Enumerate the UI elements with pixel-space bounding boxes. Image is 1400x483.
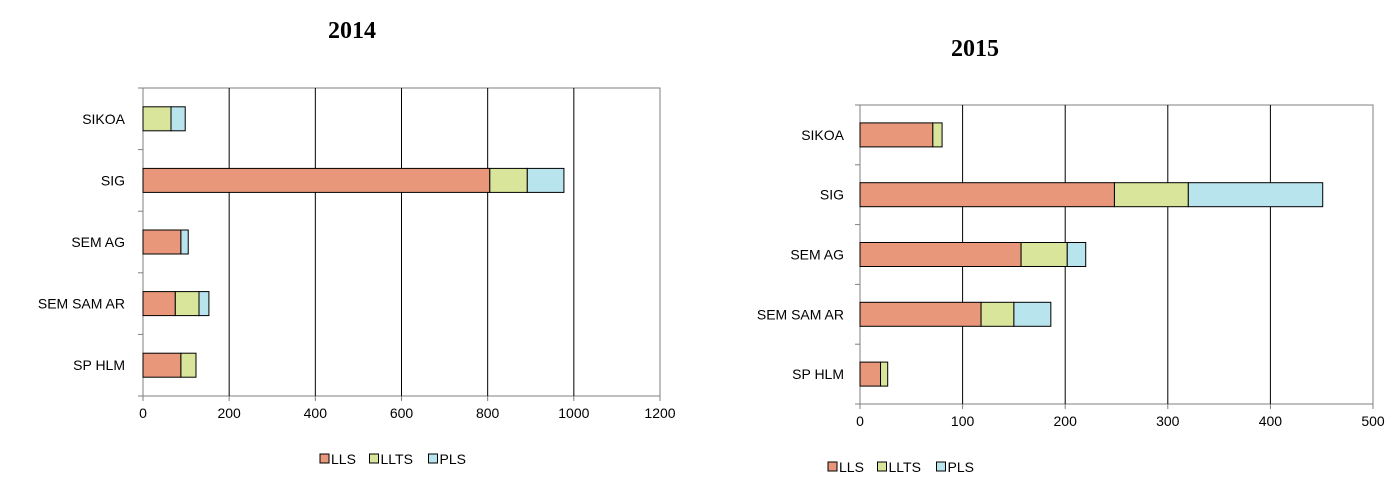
bar-llts [980, 301, 1015, 327]
bar-pls [180, 229, 189, 255]
bar-pls [1066, 242, 1087, 267]
category-label: SP HLM [792, 366, 844, 382]
chart-title: 2015 [951, 36, 999, 62]
legend-label-lls: LLS [331, 451, 356, 467]
bar-llts [932, 122, 943, 148]
category-label: SEM SAM AR [38, 296, 125, 312]
bar-lls [142, 291, 176, 317]
bar-llts [489, 167, 528, 193]
bar-pls [1187, 182, 1324, 208]
chart-2015-svg: 2015 0 100 200 300 400 500 SIKOA SIG SEM AG SEM SA… [757, 36, 1385, 475]
x-tick-label: 800 [476, 405, 500, 421]
x-tick-label: 600 [390, 405, 414, 421]
legend-swatch-lls [319, 453, 330, 464]
x-tick-label: 400 [304, 405, 328, 421]
x-tick-label: 1000 [558, 405, 589, 421]
legend-label-lls: LLS [839, 459, 864, 475]
bar-llts [142, 106, 172, 132]
bar-lls [859, 182, 1115, 208]
bar-llts [880, 361, 889, 387]
bar-lls [859, 301, 982, 327]
bar-pls [1013, 301, 1052, 327]
category-label: SEM SAM AR [757, 306, 844, 322]
x-tick-label: 200 [217, 405, 241, 421]
legend-label-llts: LLTS [381, 451, 413, 467]
x-tick-label: 0 [856, 413, 864, 429]
x-tick-label: 100 [951, 413, 975, 429]
legend-swatch-pls [428, 453, 438, 464]
legend-label-pls: PLS [948, 459, 974, 475]
chart-2015: 2015 0 100 200 300 400 500 SIKOA SIG SEM AG SEM SA… [700, 0, 1400, 478]
bar-llts [174, 291, 200, 317]
bar-llts [1113, 182, 1189, 208]
legend-swatch-llts [877, 461, 887, 472]
bar-pls [170, 106, 186, 132]
legend-label-llts: LLTS [889, 459, 921, 475]
bar-pls [526, 167, 565, 193]
category-label: SEM AG [790, 247, 844, 263]
x-tick-label: 400 [1259, 413, 1283, 429]
category-label: SIG [101, 172, 125, 188]
x-tick-label: 0 [139, 405, 147, 421]
category-label: SIKOA [82, 111, 125, 127]
bar-lls [142, 229, 182, 255]
legend-label-pls: PLS [440, 451, 466, 467]
x-tick-label: 200 [1054, 413, 1078, 429]
bar-lls [142, 167, 491, 193]
category-label: SEM AG [71, 234, 125, 250]
bar-lls [859, 122, 934, 148]
bar-lls [142, 352, 182, 378]
category-label: SIG [820, 187, 844, 203]
legend-swatch-llts [369, 453, 379, 464]
chart-2014-svg: 2014 0 200 400 600 800 1000 1200 SIKOA SIG SEM AG S… [38, 18, 676, 467]
x-tick-label: 500 [1361, 413, 1385, 429]
legend-swatch-pls [936, 461, 946, 472]
x-tick-label: 1200 [644, 405, 675, 421]
bar-lls [859, 361, 882, 387]
bar-llts [1020, 242, 1068, 267]
legend-swatch-lls [827, 461, 838, 472]
bar-llts [180, 352, 197, 378]
category-label: SIKOA [801, 127, 844, 143]
chart-2014: 2014 0 200 400 600 800 1000 1200 SIKOA SIG SEM AG S… [0, 0, 700, 478]
x-tick-label: 300 [1156, 413, 1180, 429]
chart-title: 2014 [328, 18, 376, 44]
category-label: SP HLM [73, 357, 125, 373]
bar-pls [198, 291, 210, 317]
bar-lls [859, 242, 1022, 267]
